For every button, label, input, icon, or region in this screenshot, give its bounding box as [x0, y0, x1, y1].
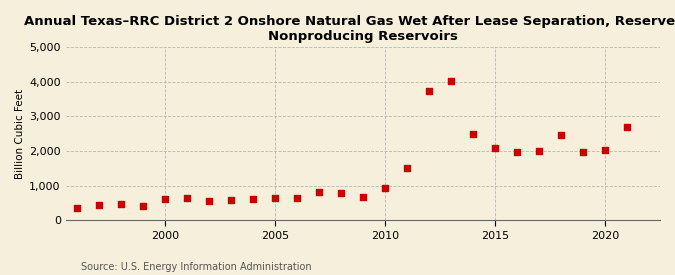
- Point: [247, 197, 258, 201]
- Point: [159, 197, 170, 201]
- Point: [446, 78, 456, 83]
- Point: [203, 199, 214, 203]
- Point: [358, 195, 369, 199]
- Point: [27, 203, 38, 208]
- Point: [512, 150, 522, 154]
- Point: [599, 148, 610, 152]
- Point: [578, 150, 589, 154]
- Point: [622, 125, 632, 129]
- Point: [269, 196, 280, 201]
- Point: [49, 205, 60, 209]
- Point: [468, 132, 479, 136]
- Point: [533, 149, 544, 153]
- Y-axis label: Billion Cubic Feet: Billion Cubic Feet: [15, 89, 25, 179]
- Point: [115, 202, 126, 207]
- Point: [423, 89, 434, 94]
- Point: [292, 196, 302, 200]
- Point: [5, 208, 16, 212]
- Point: [402, 166, 412, 170]
- Point: [93, 203, 104, 208]
- Text: Source: U.S. Energy Information Administration: Source: U.S. Energy Information Administ…: [81, 262, 312, 272]
- Point: [182, 196, 192, 200]
- Point: [379, 186, 390, 191]
- Title: Annual Texas–RRC District 2 Onshore Natural Gas Wet After Lease Separation, Rese: Annual Texas–RRC District 2 Onshore Natu…: [24, 15, 675, 43]
- Point: [137, 204, 148, 208]
- Point: [313, 190, 324, 194]
- Point: [72, 205, 82, 210]
- Point: [335, 191, 346, 195]
- Point: [225, 198, 236, 202]
- Point: [489, 146, 500, 150]
- Point: [556, 133, 566, 137]
